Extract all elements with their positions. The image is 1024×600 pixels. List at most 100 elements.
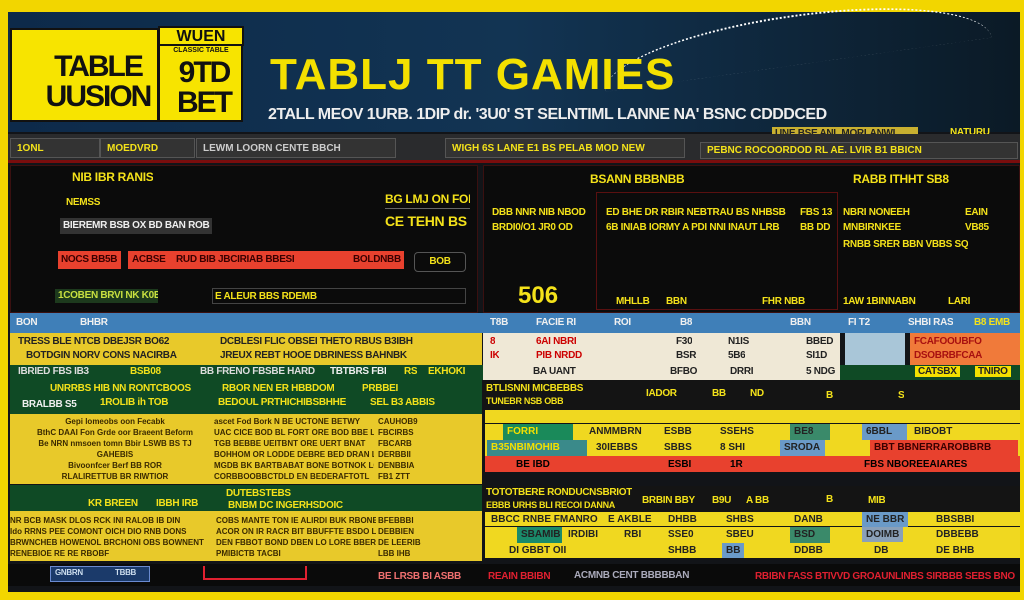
table3-cell: SSE0 [668,529,694,540]
left-panel-title: NIB IBR RANIS [72,170,154,184]
orange-badge[interactable]: FCAFOOUBFO DSOBRBFCAA [910,333,1020,365]
section2-left-text: Gepi lomeobs oon Fecabk BthC DAAI Fon Grd… [36,417,193,481]
table2-cell: BIBOBT [914,426,953,437]
table1-cell: 8 [490,336,496,347]
table3-header [483,486,1020,512]
table1-cell: PIB NRDD [536,350,582,361]
table3-cell: DI GBBT OII [509,545,567,556]
section2-mid-right-text: CAUHOB9 FBCIRBS FBCARB DERBBII DENBBIA FB1 ZT… [378,417,418,481]
right-label-2: LARI [948,296,971,307]
right-title: RABB ITHHT SB8 [853,172,949,186]
table1-cell: BOTDGIN NORV CONS NACIRBA [26,350,177,361]
ticker-text: ACMNB CENT BBBBBAN [574,570,690,581]
middle-label-4: FHR NBB [762,296,805,307]
table3-col: MIB [868,495,886,506]
table3-col: B [826,494,833,505]
table1-cell: BB FRENO FBSBE HARD [200,366,315,377]
right-panel [483,165,1020,313]
table2-header [483,380,1020,410]
side-value-1: BG LMJ ON FOB [385,192,470,209]
section3-heading: KR BREEN [88,498,138,509]
table1-header-col: SHBI RAS [908,317,954,328]
green-field[interactable]: 1COBEN BRVI NK K0B [55,289,158,303]
page-title: TABLJ TT GAMIES [270,50,676,99]
table2-cell: B35NBIMOHIB [487,440,587,456]
table2-cell: 1R [730,459,743,470]
section3-mid-text: COBS MANTE TON IE ALIRDI BUK RBONE ACOR O… [216,516,376,558]
section2-heading: 1ROLIB ih TOB [100,397,169,408]
table1-cell: BA UANT [533,366,576,377]
right-label-1: 1AW 1BINNABN [843,296,916,307]
table3-cell: DANB [794,514,823,525]
table2-cell: 6BBL [862,424,907,440]
middle-label-2: BBN [666,296,687,307]
red-bar-left: ACBSE [132,254,166,265]
table1-cell: BFBO [670,366,698,377]
red-bar-right: BOLDNBB [353,254,401,265]
logo-top: WUEN [158,26,244,46]
green-tag[interactable]: TNIRO [975,366,1011,377]
logo: WUEN CLASSIC TABLE TABLE UUSION 9TD BET [10,26,244,122]
tab-featured[interactable]: MOEDVRD [100,138,195,158]
ticker-text: REAIN BBIBN [488,571,551,582]
left-panel-label: NEMSS [66,197,101,208]
section2-body [10,414,482,484]
table2-subtitle: TUNEBR NSB OBB [486,396,564,406]
table2-row[interactable] [485,410,1020,423]
table2-cell: BE8 [790,424,830,440]
table3-cell: DB [874,545,889,556]
table1-cell: BSB08 [130,366,161,377]
logo-divider [157,28,243,122]
section3-heading: DUTEBSTEBS [226,488,291,499]
action-button[interactable]: BOB [414,252,466,272]
red-bar[interactable]: ACBSE RUD BIB JBCIRIAB BBESI BOLDNBB [128,251,404,269]
middle-line-3: ED BHE DR RBIR NEBTRAU BS NHBSB [606,207,786,218]
table1-cell: F30 [676,336,693,347]
section2-header [10,380,482,414]
red-tag[interactable]: NOCS BB5B [58,251,121,269]
table2-row[interactable] [485,456,1020,472]
table3-cell: BSD [790,527,830,543]
table3-cell: DE BHB [936,545,975,556]
section3-heading: IBBH IRB [156,498,199,509]
table1-row[interactable] [483,333,840,365]
table3-cell: BBCC RNBE FMANRO [491,514,598,525]
big-number: 506 [518,282,559,309]
section2-heading: BRALBB S5 [22,399,77,410]
table1-header-col: ROI [614,317,631,328]
promo-badge-2[interactable]: NATURU [950,127,990,138]
select-dropdown[interactable]: E ALEUR BBS RDEMB [212,288,466,304]
table2-title: BTLISNNI MICBEBBS [486,383,584,394]
table2-col: S [898,390,905,401]
logo-left-text: TABLE UUSION [45,50,153,113]
footer-red-bracket [203,566,307,580]
middle-line-2: BRDI0/O1 JR0 OD [492,222,573,233]
table3-col: BRBIN BBY [642,495,695,506]
table2-col: ND [750,388,764,399]
right-line-3: RNBB SRER BBN VBBS SQ [843,239,969,250]
table2-cell: FBS NBOREEAIARES [864,459,968,470]
table1-header-col: BBN [790,317,811,328]
tab-home[interactable]: 1ONL [10,138,100,158]
tab-new[interactable]: WIGH 6S LANE E1 BS PELAB MOD NEW [445,138,685,158]
green-tag[interactable]: CATSBX [915,366,960,377]
table1-cell: DCBLESI FLIC OBSEI THETO RBUS B3IBH [220,336,413,347]
table1-header-col: BHBR [80,317,108,328]
search-input[interactable]: BIEREMR BSB OX BD BAN ROB 8 [60,218,212,234]
table1-row[interactable] [10,333,482,365]
table1-cell: TBTBRS FBI [330,366,387,377]
table2-col: BB [712,388,726,399]
table2-col: IADOR [646,388,677,399]
side-value-2: CE TEHN BS [385,213,467,229]
table3-cell: SHBS [726,514,754,525]
middle-title: BSANN BBBNBB [590,172,685,186]
tab-center[interactable]: LEWM LOORN CENTE BBCH [196,138,396,158]
footer-widget[interactable]: GNBRN TBBB [50,566,150,582]
table1-header-col: B8 EMB [974,317,1010,328]
tab-records[interactable]: PEBNC ROCOORDOD RL AE. LVIR B1 BBICN [700,142,1018,159]
table1-empty-cell [845,333,905,365]
table3-row[interactable] [485,543,1020,558]
section3-body [10,511,482,561]
table1-row-cream[interactable]: BA UANT [483,365,840,380]
table3-cell: BB [722,543,745,558]
